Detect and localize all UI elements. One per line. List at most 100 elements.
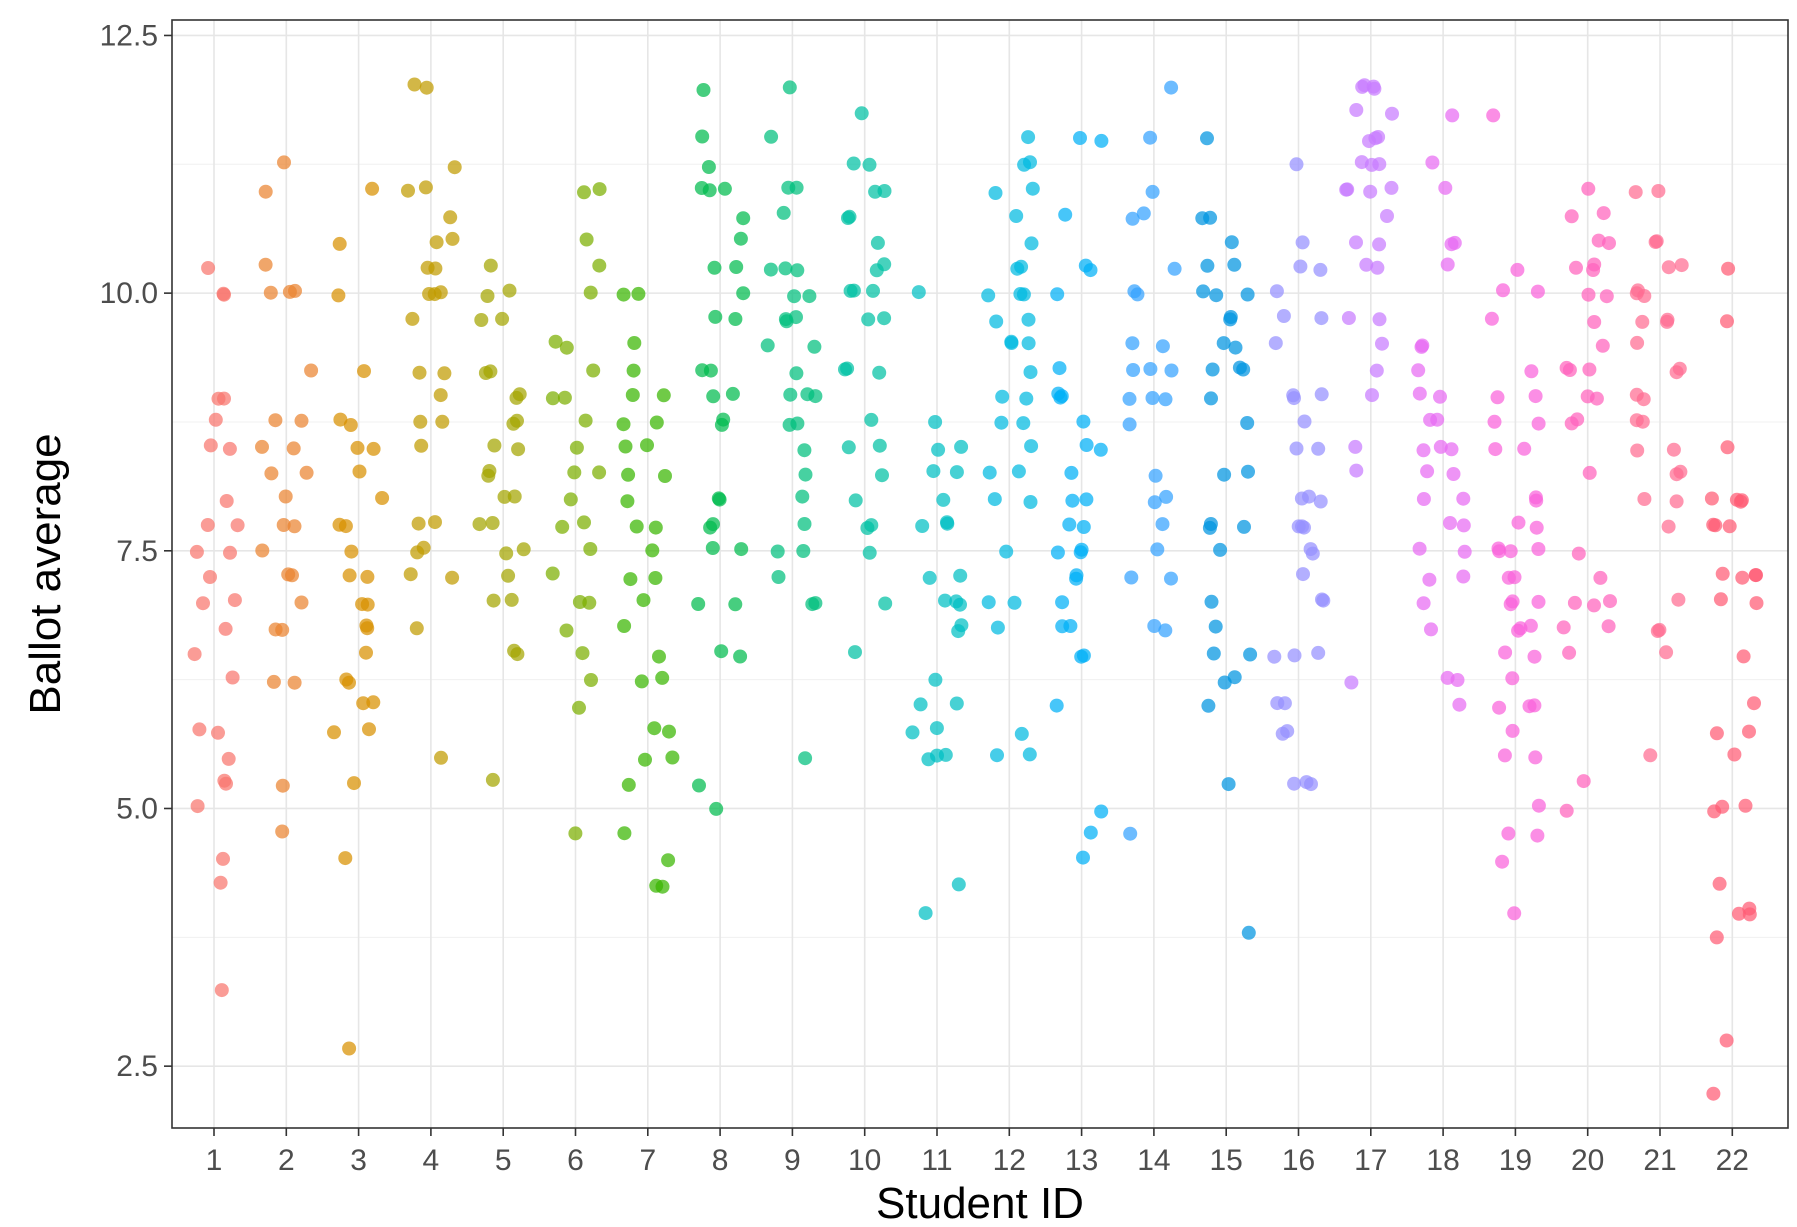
data-point [918, 906, 933, 921]
data-point [629, 519, 644, 534]
x-tick-label: 19 [1499, 1144, 1532, 1177]
data-point [1069, 568, 1084, 583]
data-point [1076, 520, 1091, 534]
data-point [1243, 647, 1258, 662]
data-point [338, 851, 353, 866]
data-point [1205, 362, 1220, 377]
data-point [1004, 334, 1019, 349]
data-point [807, 339, 822, 354]
x-tick-label: 11 [921, 1144, 952, 1177]
data-point [760, 338, 775, 353]
data-point [1224, 235, 1239, 250]
data-point [1488, 442, 1503, 457]
data-point [1708, 518, 1723, 533]
data-point [783, 387, 798, 402]
data-point [214, 983, 229, 998]
data-point [1712, 876, 1727, 891]
data-point [506, 416, 521, 431]
data-point [510, 647, 525, 662]
data-point [483, 258, 498, 273]
data-point [434, 750, 448, 765]
data-point [1074, 542, 1089, 557]
data-point [258, 257, 273, 272]
data-point [782, 80, 797, 95]
data-point [1531, 798, 1546, 813]
data-point [1268, 336, 1283, 351]
data-point [352, 464, 367, 479]
data-point [1564, 416, 1579, 431]
data-point [1007, 595, 1022, 610]
data-point [1122, 391, 1137, 406]
data-point [878, 596, 893, 611]
data-point [1021, 312, 1036, 327]
data-point [428, 515, 442, 530]
data-point [1267, 649, 1282, 664]
data-point [696, 83, 711, 97]
data-point [577, 185, 591, 200]
data-point [771, 570, 786, 584]
data-point [294, 413, 309, 428]
data-point [1093, 442, 1108, 457]
data-point [995, 389, 1010, 404]
data-point [1671, 592, 1686, 607]
data-point [620, 494, 635, 509]
data-point [287, 519, 302, 534]
data-point [940, 515, 954, 530]
data-point [725, 386, 740, 401]
data-point [623, 572, 638, 587]
data-point [1364, 157, 1379, 172]
data-point [1384, 180, 1399, 195]
data-point [276, 518, 291, 532]
data-point [1715, 566, 1730, 581]
data-point [1202, 520, 1217, 535]
series-17 [1339, 78, 1399, 690]
data-point [1143, 130, 1158, 145]
data-point [800, 387, 815, 402]
data-point [618, 439, 633, 454]
data-point [627, 336, 642, 350]
data-point [331, 288, 346, 303]
data-point [294, 595, 309, 610]
data-point [776, 205, 791, 220]
data-point [736, 286, 751, 301]
data-point [875, 468, 889, 483]
data-point [1055, 595, 1070, 610]
data-point [922, 570, 937, 585]
data-point [1707, 804, 1722, 819]
data-point [798, 751, 813, 766]
data-point [1446, 467, 1461, 481]
data-point [734, 542, 749, 557]
data-point [285, 568, 299, 583]
data-point [1296, 567, 1310, 582]
data-point [1063, 619, 1078, 633]
data-point [216, 851, 230, 866]
data-point [586, 363, 601, 378]
data-point [213, 875, 228, 890]
data-point [1490, 390, 1505, 405]
data-point [778, 261, 793, 276]
data-point [1021, 336, 1036, 351]
data-point [802, 289, 817, 304]
data-point [347, 776, 361, 791]
data-point [1295, 235, 1310, 250]
data-point [1416, 492, 1431, 506]
data-point [208, 412, 223, 427]
data-point [625, 388, 640, 402]
data-point [1445, 108, 1460, 123]
data-point [360, 569, 375, 584]
data-point [1674, 258, 1689, 273]
data-point [504, 592, 519, 607]
data-point [877, 311, 892, 326]
data-point [366, 441, 381, 456]
data-point [1124, 570, 1139, 585]
data-point [1422, 572, 1437, 587]
data-point [1440, 257, 1455, 272]
data-point [656, 388, 671, 403]
data-point [339, 672, 354, 687]
data-point [1669, 467, 1684, 482]
data-point [1228, 340, 1243, 355]
data-point [1079, 438, 1094, 452]
data-point [1643, 748, 1658, 763]
data-point [695, 129, 710, 144]
data-point [1203, 210, 1218, 225]
